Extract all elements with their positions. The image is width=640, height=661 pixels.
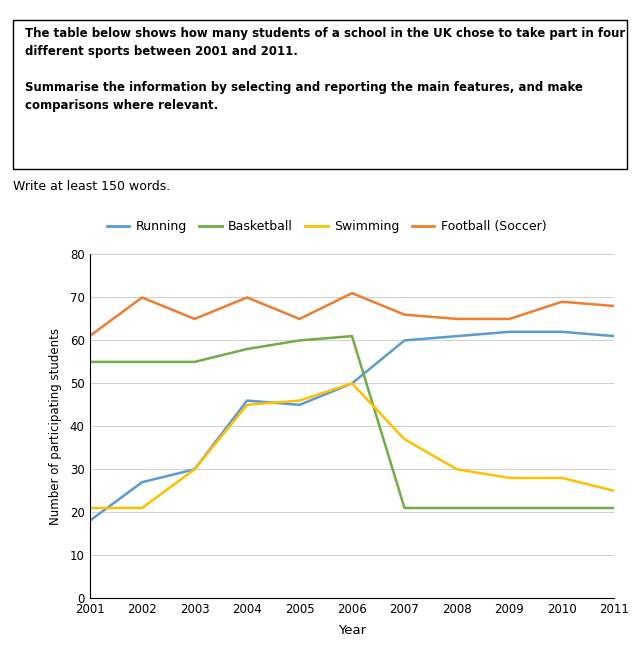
Text: The table below shows how many students of a school in the UK chose to take part: The table below shows how many students … bbox=[25, 27, 625, 112]
Y-axis label: Number of participating students: Number of participating students bbox=[49, 328, 61, 525]
X-axis label: Year: Year bbox=[338, 625, 366, 637]
Legend: Running, Basketball, Swimming, Football (Soccer): Running, Basketball, Swimming, Football … bbox=[102, 215, 551, 238]
Text: Write at least 150 words.: Write at least 150 words. bbox=[13, 180, 170, 193]
FancyBboxPatch shape bbox=[13, 20, 627, 169]
